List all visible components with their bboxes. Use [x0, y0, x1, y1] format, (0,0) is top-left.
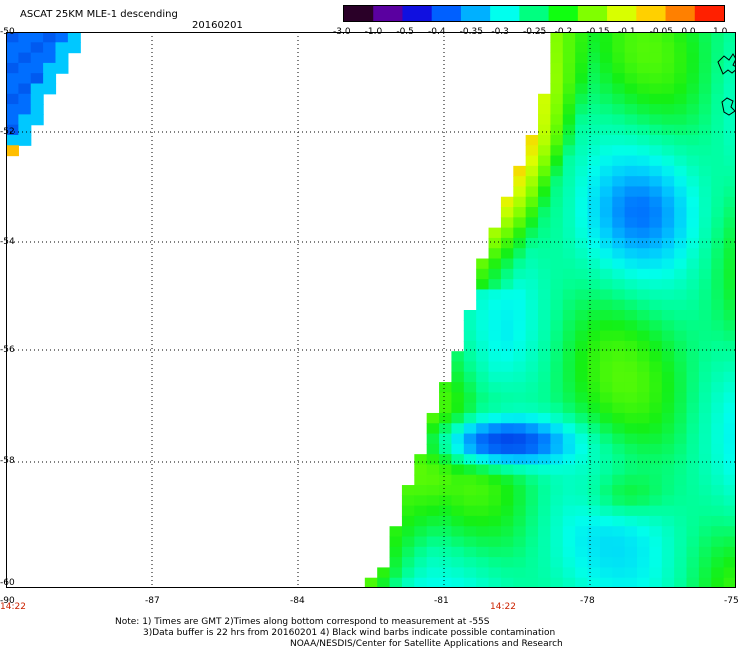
colorbar-swatch: [344, 6, 374, 21]
time-label-left: 14:22: [0, 602, 26, 612]
product-date: 20160201: [192, 20, 243, 31]
note-line-2: 3)Data buffer is 22 hrs from 20160201 4)…: [143, 628, 556, 638]
map-plot: [6, 32, 736, 588]
longitude-label: -90: [0, 596, 15, 606]
latitude-label: -60: [0, 578, 15, 588]
longitude-label: -81: [434, 596, 449, 606]
colorbar-swatch: [373, 6, 403, 21]
wind-field-corner-swath: [6, 32, 81, 157]
colorbar-swatch: [490, 6, 520, 21]
note-line-3: NOAA/NESDIS/Center for Satellite Applica…: [290, 639, 563, 649]
latitude-label: -52: [0, 127, 15, 137]
colorbar-swatch: [665, 6, 696, 21]
colorbar-swatch: [519, 6, 550, 21]
longitude-label: -78: [580, 596, 595, 606]
colorbar-swatch: [548, 6, 579, 21]
colorbar-swatch: [636, 6, 667, 21]
longitude-label: -75: [724, 596, 739, 606]
colorbar-gradient: [344, 6, 725, 21]
map-frame: [6, 32, 736, 588]
colorbar-swatch: [460, 6, 491, 21]
colorbar-swatch: [607, 6, 637, 21]
colorbar: [343, 5, 725, 22]
product-title: ASCAT 25KM MLE-1 descending: [20, 9, 178, 20]
longitude-label: -87: [145, 596, 160, 606]
colorbar-swatch: [431, 6, 462, 21]
colorbar-swatch: [402, 6, 433, 21]
coastline: [717, 53, 736, 116]
longitude-label: -84: [290, 596, 305, 606]
colorbar-swatch: [577, 6, 608, 21]
time-label-center: 14:22: [490, 602, 516, 612]
colorbar-swatch: [694, 6, 725, 21]
note-line-1: Note: 1) Times are GMT 2)Times along bot…: [115, 617, 490, 627]
latitude-label: -56: [0, 345, 15, 355]
latitude-label: -50: [0, 27, 15, 37]
latitude-label: -58: [0, 456, 15, 466]
wind-field-swath: [364, 32, 736, 588]
latitude-label: -54: [0, 237, 15, 247]
map-grid: [6, 32, 736, 588]
